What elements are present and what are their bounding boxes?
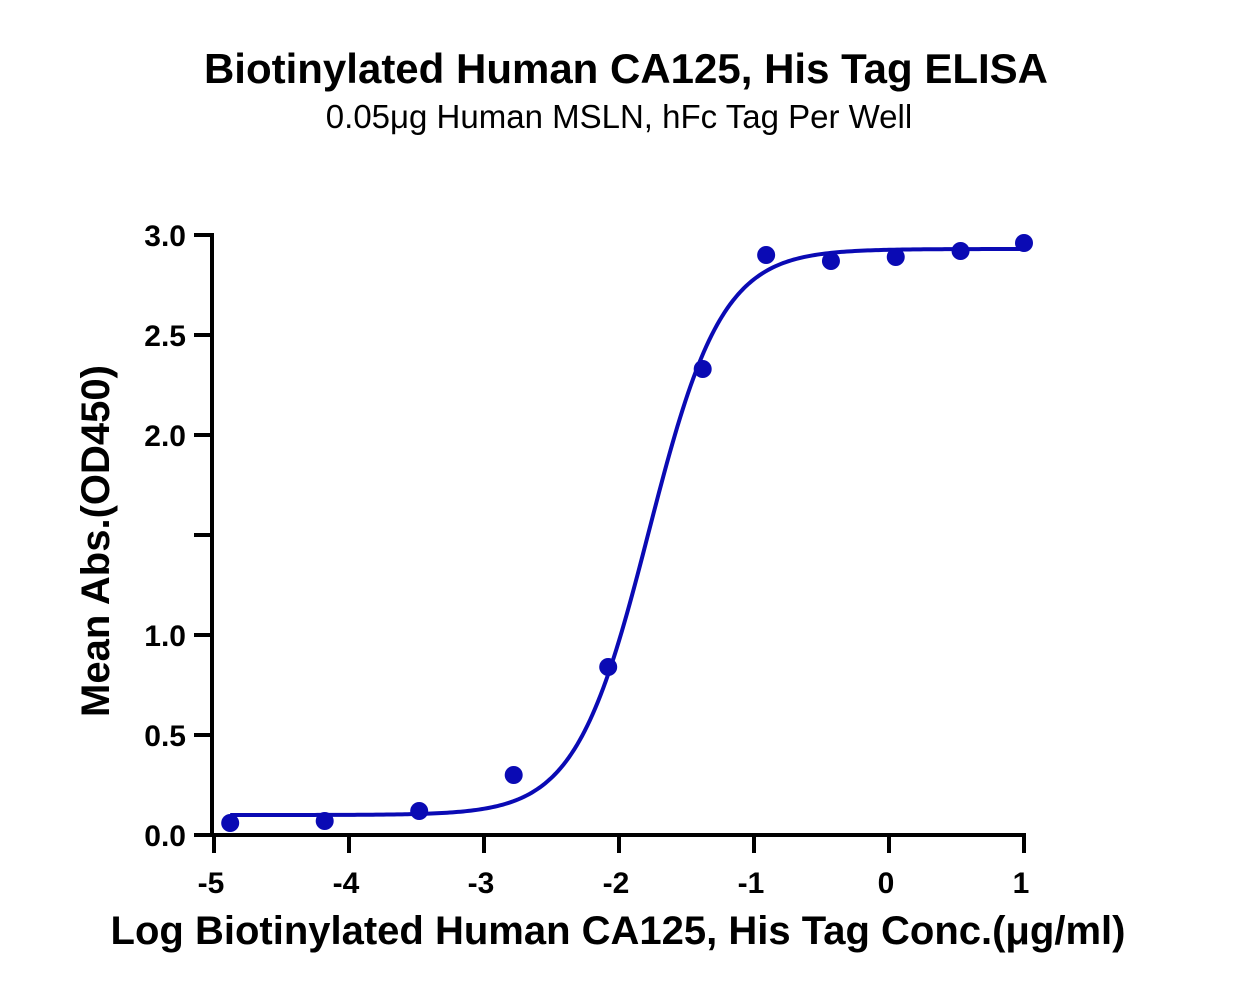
y-tick-label: 3.0 [144,220,186,253]
x-tick-label: -4 [333,867,360,900]
x-tick-label: -1 [738,867,765,900]
y-tick-label: 0.0 [144,820,186,853]
x-tick-label: 0 [878,867,895,900]
data-point [1015,234,1033,252]
y-tick-label: 1.0 [144,620,186,653]
y-tick-label: 0.5 [144,720,186,753]
data-point [315,812,334,830]
x-tick-label: -5 [198,867,225,900]
fit-curve-layer [230,247,1024,817]
y-axis-title: Mean Abs.(OD450) [74,365,118,717]
data-point [221,814,240,832]
data-point [886,248,905,266]
data-point [693,360,712,378]
y-tick-label: 2.5 [144,320,186,353]
x-tick-label: -2 [603,867,630,900]
chart-subtitle: 0.05μg Human MSLN, hFc Tag Per Well [326,98,912,135]
axes: 0.0 0.5 1.0 2.0 2.5 3.0 -5 -4 -3 -2 -1 0 1 [144,220,1029,900]
x-tick-label: 1 [1013,867,1030,900]
data-point [599,658,618,676]
data-point [821,252,840,270]
x-tick-label: -3 [468,867,495,900]
data-point [951,242,970,260]
data-point [757,246,776,264]
data-point [504,766,523,784]
data-points-layer [221,234,1033,832]
x-axis-title: Log Biotinylated Human CA125, His Tag Co… [111,909,1126,953]
fit-curve [230,247,1024,817]
chart-title: Biotinylated Human CA125, His Tag ELISA [204,45,1048,92]
y-tick-label: 2.0 [144,420,186,453]
data-point [410,802,429,820]
